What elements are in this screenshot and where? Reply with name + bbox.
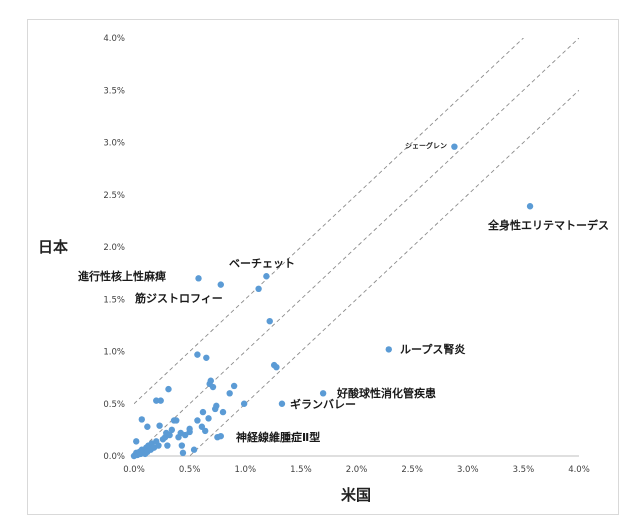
y-tick-label: 2.5% [103,191,125,201]
x-tick-label: 4.0% [568,465,590,475]
data-point [165,385,172,393]
reference-line-2 [188,89,579,456]
data-point [144,423,151,430]
x-tick-label: 2.5% [401,465,423,475]
x-tick-label: 3.0% [457,465,479,475]
data-point [190,446,198,453]
annotations: シェーグレン 全身性エリテマトーデス ベーチェット 進行性核上性麻痺 筋ジストロ… [78,141,609,444]
y-axis-title: 日本 [38,238,68,256]
chart-frame [27,19,619,515]
data-point [213,402,220,410]
data-point [179,449,187,457]
data-point [194,351,201,358]
data-point [181,431,189,439]
annotation-sle: 全身性エリテマトーデス [487,218,609,232]
annotation-guillain-barre: ギランバレー [290,397,356,411]
reference-lines [134,38,579,456]
data-point [263,273,270,280]
data-point [230,382,238,390]
data-point [226,390,233,397]
annotation-behcet: ベーチェット [229,257,295,270]
data-points [130,143,534,460]
data-point [199,408,207,416]
x-tick-label: 0.5% [179,465,201,475]
data-point [195,275,202,282]
annotation-psp: 進行性核上性麻痺 [78,269,166,283]
data-point [168,426,176,434]
data-point [205,415,212,422]
data-point [217,281,224,288]
data-point [385,346,392,353]
data-point [138,416,145,423]
data-point [278,400,286,407]
annotation-nf2: 神経線維腫症Ⅱ型 [236,430,320,444]
data-point [178,442,186,449]
x-axis-title: 米国 [341,486,371,504]
data-point [186,425,193,433]
annotation-eosinophilic-gi: 好酸球性消化管疾患 [336,386,436,400]
y-tick-label: 4.0% [103,34,125,44]
y-tick-label: 1.5% [103,295,125,305]
data-point [133,438,140,445]
data-point [219,408,227,416]
data-point [266,317,273,325]
data-point [203,354,210,361]
data-point [164,442,171,449]
x-tick-labels: 0.0% 0.5% 1.0% 1.5% 2.0% 2.5% 3.0% 3.5% 4.0% [123,465,590,475]
y-tick-label: 1.0% [103,348,125,358]
annotation-muscular-dystrophy: 筋ジストロフィー [134,291,223,305]
y-tick-label: 3.0% [103,139,125,149]
y-tick-label: 2.0% [103,243,125,253]
y-tick-label: 0.0% [103,452,125,462]
x-tick-label: 3.5% [513,465,535,475]
x-tick-label: 1.5% [290,465,312,475]
data-point [202,427,209,435]
x-tick-label: 1.0% [234,465,256,475]
data-point [526,203,534,210]
data-point [255,285,262,292]
y-tick-labels: 0.0% 0.5% 1.0% 1.5% 2.0% 2.5% 3.0% 3.5% 4.0% [103,34,125,462]
reference-line-0 [134,38,525,405]
data-point [207,377,214,384]
data-point [319,390,327,397]
data-point [217,432,224,440]
annotation-sjogren: シェーグレン [405,141,447,150]
data-point [173,417,180,424]
data-point [273,363,280,371]
data-point [166,431,173,439]
data-point [153,397,160,404]
data-point [240,400,248,407]
x-tick-label: 0.0% [123,465,145,475]
annotation-lupus-nephritis: ループス腎炎 [400,342,465,356]
data-point [157,397,164,404]
y-tick-label: 3.5% [103,86,125,96]
data-point [155,442,162,449]
x-tick-label: 2.0% [346,465,368,475]
data-point [451,143,458,150]
data-point [194,417,201,424]
y-tick-label: 0.5% [103,400,125,410]
data-point [209,383,217,391]
data-point [156,422,163,429]
